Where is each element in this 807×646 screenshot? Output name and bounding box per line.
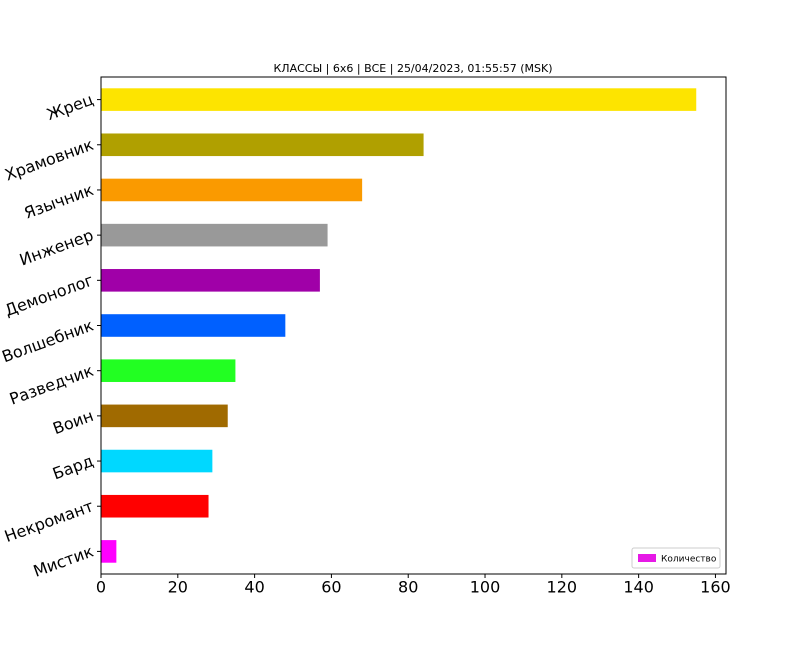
- y-tick-label: Воин: [50, 406, 96, 438]
- x-tick-label: 0: [96, 578, 106, 597]
- y-tick-label: Мистик: [31, 541, 96, 580]
- bar: [101, 269, 320, 292]
- x-tick-label: 160: [700, 578, 731, 597]
- x-tick-label: 100: [470, 578, 501, 597]
- y-tick-label: Некромант: [2, 496, 96, 546]
- bar: [101, 314, 286, 337]
- x-tick-label: 140: [623, 578, 654, 597]
- x-tick-label: 40: [244, 578, 264, 597]
- y-tick-label: Разведчик: [7, 361, 96, 409]
- x-tick-label: 60: [321, 578, 341, 597]
- bar: [101, 540, 117, 563]
- bar: [101, 449, 213, 473]
- x-tick-label: 120: [547, 578, 578, 597]
- bar: [101, 178, 363, 202]
- y-tick-label: Инженер: [17, 225, 96, 269]
- legend: Количество: [631, 547, 721, 569]
- legend-swatch: [638, 554, 656, 562]
- y-tick-label: Бард: [50, 451, 96, 483]
- bar: [101, 223, 328, 247]
- y-tick-label: Язычник: [22, 180, 97, 223]
- bar: [101, 88, 697, 111]
- legend-box: [631, 547, 721, 569]
- y-tick-label: Жрец: [44, 90, 96, 124]
- legend-label: Количество: [661, 555, 717, 565]
- plot-frame: [100, 76, 727, 575]
- bar: [101, 404, 228, 428]
- y-tick-label: Демонолог: [2, 270, 96, 320]
- y-tick-label: Храмовник: [2, 135, 96, 185]
- bar: [101, 133, 424, 157]
- y-tick-label: Волшебник: [0, 316, 96, 367]
- bar: [101, 494, 209, 518]
- bar: [101, 359, 236, 382]
- chart-title: КЛАССЫ | 6x6 | ВСЕ | 25/04/2023, 01:55:5…: [273, 62, 552, 75]
- x-tick-label: 80: [398, 578, 418, 597]
- x-tick-label: 20: [168, 578, 188, 597]
